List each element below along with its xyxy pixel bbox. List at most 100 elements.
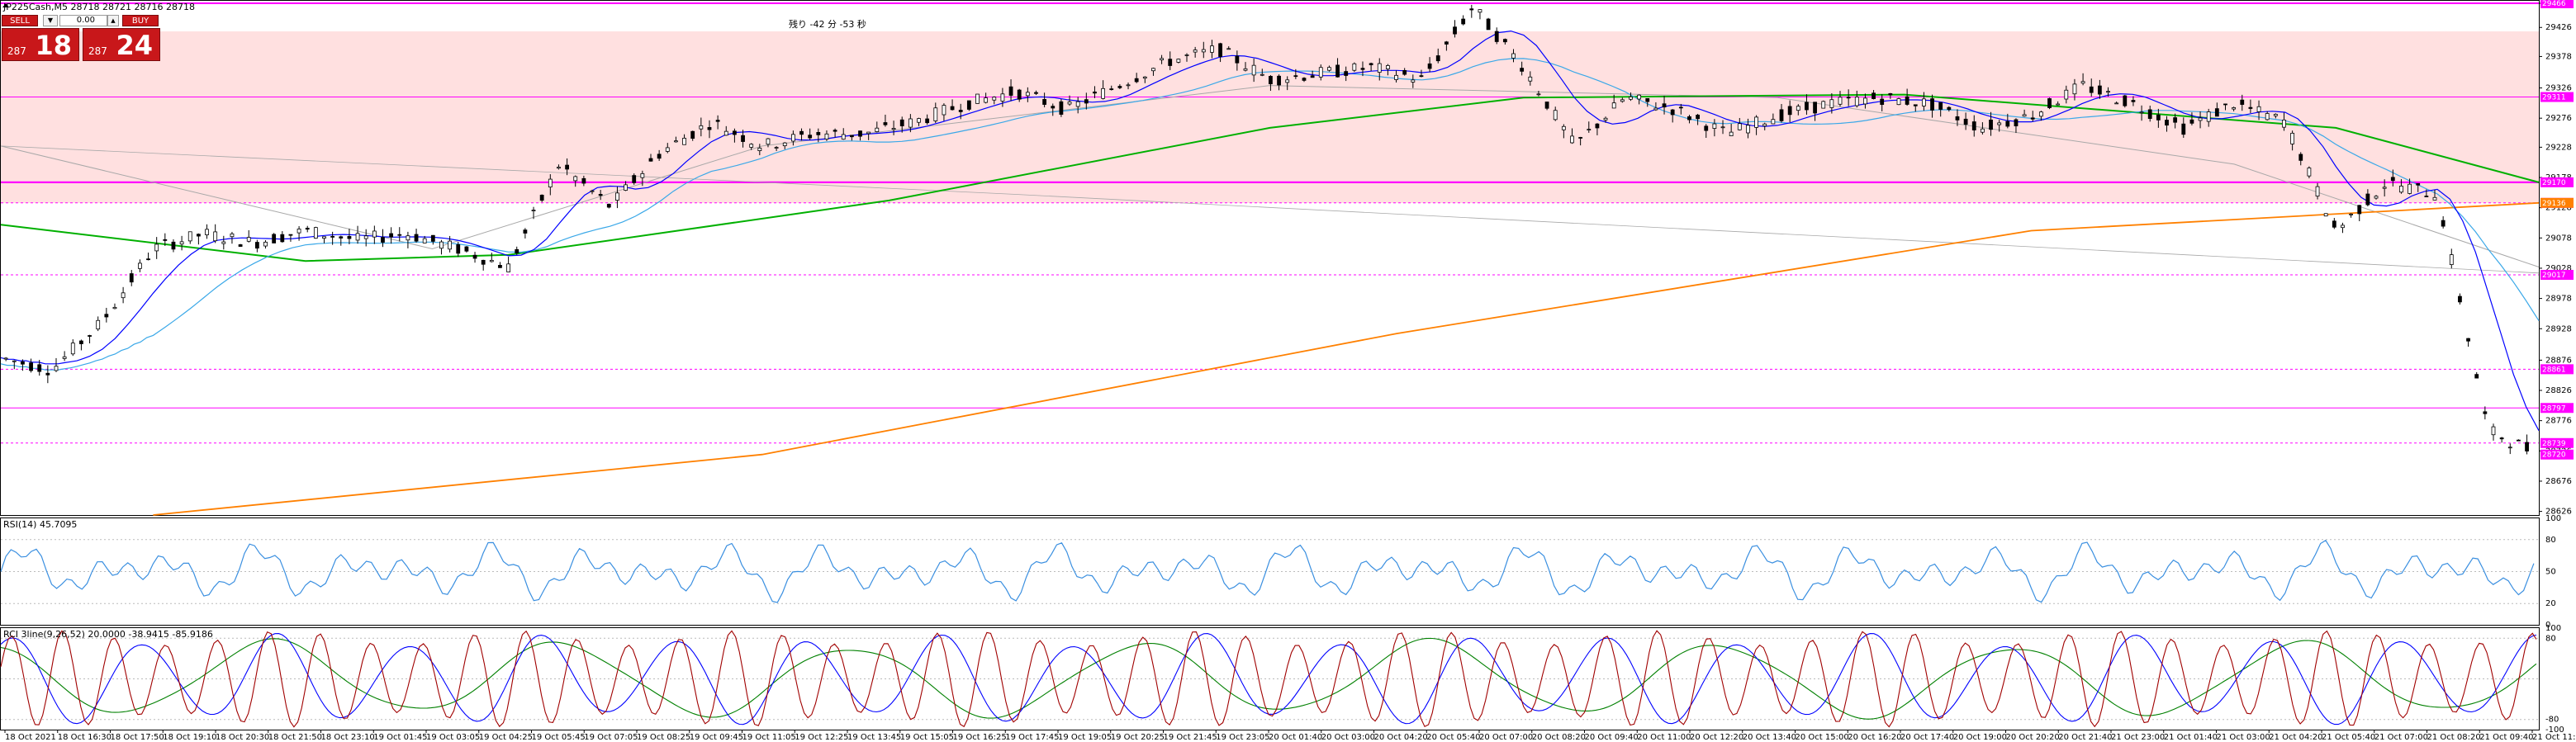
candle-body xyxy=(2474,374,2479,379)
x-tick-label: 20 Oct 09:40 xyxy=(1585,733,1639,742)
rci-short-line xyxy=(0,630,2537,728)
candle-body xyxy=(288,234,293,236)
horizontal-levels[interactable] xyxy=(1,2,2539,444)
candle-body xyxy=(875,127,880,132)
candle-body xyxy=(1277,75,1281,86)
candle-body xyxy=(171,241,176,250)
candle-body xyxy=(723,130,728,136)
candle-body xyxy=(782,142,787,147)
lot-quantity-input[interactable]: 0.00 xyxy=(59,15,107,26)
candle-body xyxy=(1653,107,1658,111)
x-tick-label: 21 Oct 05:40 xyxy=(2322,733,2375,742)
candle-body xyxy=(498,264,502,268)
x-tick-label: 20 Oct 01:40 xyxy=(1269,733,1322,742)
candle-body xyxy=(933,107,938,121)
x-tick-label: 20 Oct 08:20 xyxy=(1532,733,1586,742)
x-tick-label: 20 Oct 17:40 xyxy=(1900,733,1954,742)
one-click-trading-panel: SELL ▼ 0.00 ▲ BUY 287 18 287 24 xyxy=(2,15,160,64)
lot-spinner[interactable]: ▲ xyxy=(107,15,119,26)
candle-body xyxy=(2483,411,2488,414)
candle-body xyxy=(1419,75,1424,78)
candle-body xyxy=(1461,18,1466,25)
candle-body xyxy=(1126,84,1131,87)
x-tick-label: 19 Oct 11:05 xyxy=(742,733,796,742)
candle-body xyxy=(372,230,377,238)
y-tick-label: 28626 xyxy=(2545,508,2572,517)
candle-body xyxy=(1201,49,1206,53)
candle-body xyxy=(1427,63,1432,69)
y-tick-label: 29426 xyxy=(2545,23,2572,32)
candle-body xyxy=(632,175,637,183)
candle-body xyxy=(1293,75,1298,78)
candle-body xyxy=(221,241,226,244)
candle-body xyxy=(2047,98,2052,108)
rsi-line xyxy=(0,539,2535,603)
candle-body xyxy=(699,125,704,130)
candle-body xyxy=(1720,126,1725,129)
candle-body xyxy=(2248,106,2253,109)
candle-body xyxy=(1000,93,1005,102)
price-tag-label: 29017 xyxy=(2542,272,2566,280)
candle-body xyxy=(1034,92,1038,94)
buy-button[interactable]: BUY xyxy=(122,15,159,26)
candle-body xyxy=(2315,186,2320,197)
candle-body xyxy=(1913,104,1918,106)
candle-body xyxy=(2507,447,2512,449)
candle-body xyxy=(12,360,17,362)
candle-body xyxy=(2273,114,2278,116)
price-tag-box xyxy=(2540,437,2574,448)
candle-body xyxy=(682,138,686,145)
sell-button[interactable]: SELL xyxy=(2,15,38,26)
candle-body xyxy=(1243,68,1248,71)
y-tick-label: 29028 xyxy=(2545,264,2572,273)
x-tick-label: 20 Oct 19:00 xyxy=(1953,733,2007,742)
candle-body xyxy=(966,100,971,110)
sell-price-prefix: 287 xyxy=(7,45,26,57)
y-tick-label: 28928 xyxy=(2545,324,2572,333)
candle-body xyxy=(615,192,619,201)
candle-body xyxy=(565,164,569,170)
candle-body xyxy=(2466,338,2470,342)
rsi-axis: 100 80 50 20 0 xyxy=(2545,514,2561,630)
candle-body xyxy=(2432,196,2437,201)
candle-body xyxy=(1829,99,1834,108)
candle-body xyxy=(1922,98,1926,106)
candle-body xyxy=(1502,39,1507,43)
candle-body xyxy=(917,118,921,123)
candle-body xyxy=(648,158,653,162)
candle-body xyxy=(2265,113,2270,121)
x-tick-label: 19 Oct 09:45 xyxy=(690,733,743,742)
candle-body xyxy=(1620,99,1625,102)
candle-body xyxy=(297,229,301,234)
candle-body xyxy=(657,154,662,159)
lot-dropdown[interactable]: ▼ xyxy=(43,15,58,26)
candle-body xyxy=(2014,119,2019,126)
candle-body xyxy=(2307,168,2312,177)
candle-body xyxy=(1863,97,1867,105)
candle-body xyxy=(2290,132,2295,144)
x-tick-label: 18 Oct 16:30 xyxy=(58,733,111,742)
sell-price-box[interactable]: 287 18 xyxy=(2,28,79,61)
candle-body xyxy=(515,248,519,253)
candle-body xyxy=(1838,97,1843,105)
price-tag-label: 29170 xyxy=(2542,179,2566,187)
candle-body xyxy=(2072,83,2077,95)
candle-body xyxy=(179,241,184,245)
candle-body xyxy=(2022,114,2027,117)
candle-body xyxy=(330,235,335,238)
candle-body xyxy=(2214,108,2219,117)
x-tick-label: 19 Oct 15:05 xyxy=(900,733,954,742)
candle-body xyxy=(2399,186,2403,193)
collapse-arrow-icon[interactable] xyxy=(2,3,9,7)
candle-body xyxy=(322,236,326,239)
candle-body xyxy=(1008,86,1013,96)
candle-body xyxy=(313,227,318,239)
x-tick-label: 19 Oct 04:25 xyxy=(479,733,533,742)
x-tick-label: 19 Oct 13:45 xyxy=(847,733,901,742)
candle-body xyxy=(1017,89,1022,100)
candle-body xyxy=(2525,442,2529,451)
buy-price-box[interactable]: 287 24 xyxy=(83,28,160,61)
candle-body xyxy=(640,173,645,178)
candle-body xyxy=(799,130,804,135)
